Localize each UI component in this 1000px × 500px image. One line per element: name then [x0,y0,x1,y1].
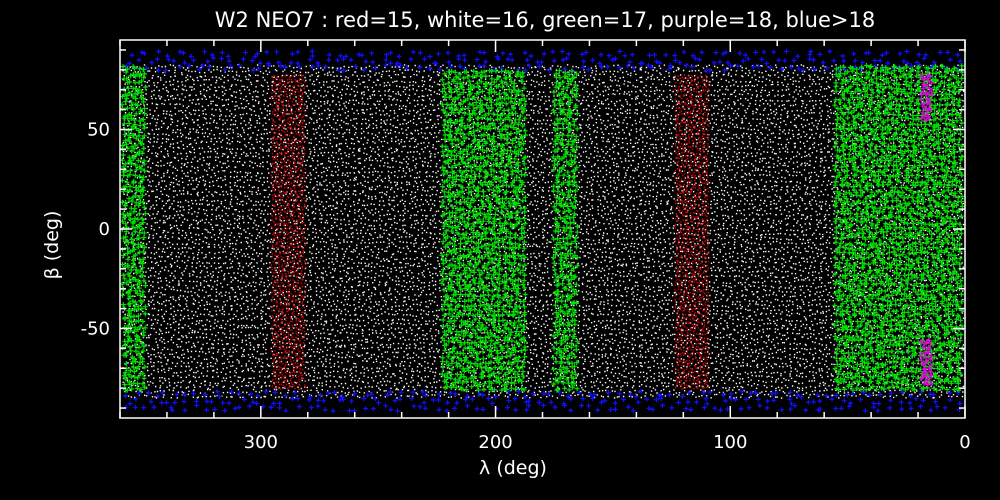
series-green-17 [119,63,965,393]
y-tick-label: 0 [99,219,110,240]
y-tick-label: 50 [87,120,110,141]
x-tick-label: 200 [478,432,512,453]
y-axis-label: β (deg) [41,211,63,280]
x-tick-label: 100 [713,432,747,453]
axis-ticks: 300 200 100 0 50 0 -50 [81,40,971,453]
x-tick-label: 0 [959,432,970,453]
x-tick-label: 300 [244,432,278,453]
series-blue-18 [123,48,963,414]
x-axis-label: λ (deg) [479,457,547,479]
series-purple-18 [918,73,934,387]
chart-title: W2 NEO7 : red=15, white=16, green=17, pu… [215,8,875,32]
series-red-15 [270,74,710,390]
data-points [119,48,965,414]
y-tick-label: -50 [81,318,110,339]
